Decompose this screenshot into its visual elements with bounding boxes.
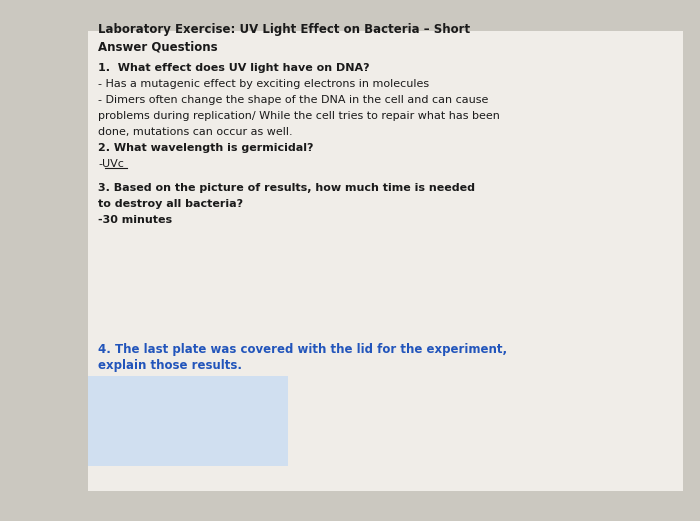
Text: explain those results.: explain those results. (98, 359, 242, 372)
Text: -UVc: -UVc (98, 159, 124, 169)
Text: - Has a mutagenic effect by exciting electrons in molecules: - Has a mutagenic effect by exciting ele… (98, 79, 429, 89)
Text: 3. Based on the picture of results, how much time is needed: 3. Based on the picture of results, how … (98, 183, 475, 193)
Text: -30 minutes: -30 minutes (98, 215, 172, 225)
FancyBboxPatch shape (88, 31, 683, 491)
Text: problems during replication/ While the cell tries to repair what has been: problems during replication/ While the c… (98, 111, 500, 121)
FancyBboxPatch shape (88, 376, 288, 466)
Text: - Dimers often change the shape of the DNA in the cell and can cause: - Dimers often change the shape of the D… (98, 95, 489, 105)
Text: Answer Questions: Answer Questions (98, 40, 218, 53)
Text: 1.  What effect does UV light have on DNA?: 1. What effect does UV light have on DNA… (98, 63, 370, 73)
Text: 2. What wavelength is germicidal?: 2. What wavelength is germicidal? (98, 143, 314, 153)
Text: done, mutations can occur as well.: done, mutations can occur as well. (98, 127, 293, 137)
Text: Laboratory Exercise: UV Light Effect on Bacteria – Short: Laboratory Exercise: UV Light Effect on … (98, 23, 470, 36)
Text: to destroy all bacteria?: to destroy all bacteria? (98, 199, 243, 209)
Text: 4. The last plate was covered with the lid for the experiment,: 4. The last plate was covered with the l… (98, 343, 507, 356)
